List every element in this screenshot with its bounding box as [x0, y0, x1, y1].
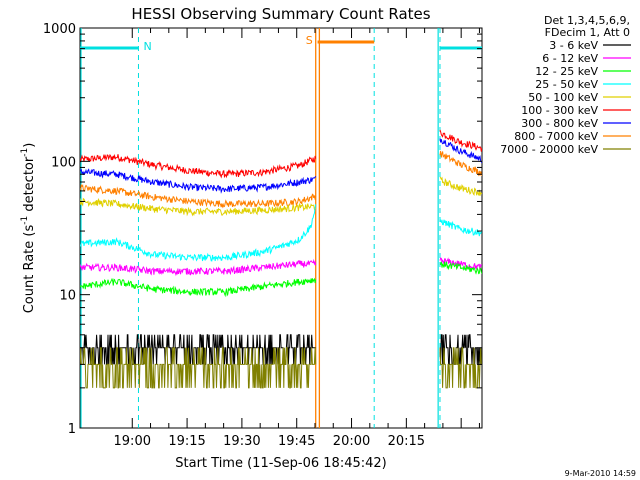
series-12-25-kev — [80, 261, 482, 298]
series-line — [439, 138, 482, 164]
legend-entry-label: 50 - 100 keV — [528, 91, 598, 104]
y-axis-label-part: detector — [22, 156, 37, 216]
y-axis-label-part: Count Rate (s — [22, 225, 37, 314]
y-axis-label-part: ) — [22, 143, 37, 148]
legend-entry-label: 3 - 6 keV — [549, 39, 598, 52]
saa-annotation: S — [306, 34, 313, 47]
x-tick-label: 19:30 — [223, 434, 260, 449]
series-line — [80, 197, 317, 217]
legend-entry-label: 25 - 50 keV — [535, 78, 598, 91]
legend-entry-label: 100 - 300 keV — [521, 104, 598, 117]
series-7000-20000-kev — [80, 347, 482, 389]
x-tick-label: 19:45 — [278, 434, 315, 449]
series-line — [439, 176, 482, 196]
series-line — [439, 347, 482, 389]
series-6-12-kev — [80, 257, 482, 277]
legend-entry-label: 7000 - 20000 keV — [500, 143, 598, 156]
y-tick-label: 10 — [59, 289, 76, 304]
legend-header: FDecim 1, Att 0 — [545, 26, 630, 39]
series-800-7000-kev — [80, 150, 482, 209]
series-line — [80, 258, 317, 277]
series-100-300-kev — [80, 129, 482, 179]
series-line — [80, 347, 317, 389]
series-layer — [80, 129, 482, 389]
x-axis: 19:00 19:15 19:30 19:45 20:00 20:15 — [114, 28, 480, 449]
series-line — [439, 218, 482, 237]
chart-title: HESSI Observing Summary Count Rates — [131, 5, 430, 23]
series-line — [439, 334, 482, 365]
series-line — [80, 183, 317, 209]
y-axis-label-superscript: -1 — [20, 216, 30, 225]
legend-entry-label: 12 - 25 keV — [535, 65, 598, 78]
legend: Det 1,3,4,5,6,9,FDecim 1, Att 03 - 6 keV… — [500, 14, 631, 156]
legend-entry-label: 800 - 7000 keV — [514, 130, 598, 143]
series-line — [80, 277, 317, 298]
y-tick-label: 1000 — [43, 22, 76, 37]
legend-entry-label: 300 - 800 keV — [521, 117, 598, 130]
series-300-800-kev — [80, 138, 482, 194]
y-tick-label: 1 — [68, 422, 76, 437]
series-25-50-kev — [80, 204, 482, 262]
y-axis-label: Count Rate (s-1 detector-1) — [20, 143, 37, 314]
x-tick-label: 19:00 — [114, 434, 151, 449]
series-line — [80, 168, 317, 194]
series-line — [439, 150, 482, 177]
series-line — [439, 257, 482, 271]
x-tick-label: 20:15 — [388, 434, 425, 449]
series-line — [80, 204, 317, 262]
y-axis: 1 10 100 1000 — [43, 22, 482, 437]
series-50-100-kev — [80, 176, 482, 217]
x-tick-label: 19:15 — [168, 434, 205, 449]
footer-timestamp: 9-Mar-2010 14:59 — [565, 469, 636, 478]
x-tick-label: 20:00 — [333, 434, 370, 449]
night-annotation: N — [143, 40, 151, 53]
legend-entry-label: 6 - 12 keV — [542, 52, 598, 65]
series-line — [439, 261, 482, 275]
series-line — [439, 129, 482, 152]
legend-header: Det 1,3,4,5,6,9, — [544, 14, 630, 27]
series-line — [80, 153, 317, 179]
y-tick-label: 100 — [51, 155, 76, 170]
x-axis-label: Start Time (11-Sep-06 18:45:42) — [175, 456, 386, 471]
y-axis-label-superscript: -1 — [20, 148, 30, 157]
plot-frame — [79, 27, 483, 429]
